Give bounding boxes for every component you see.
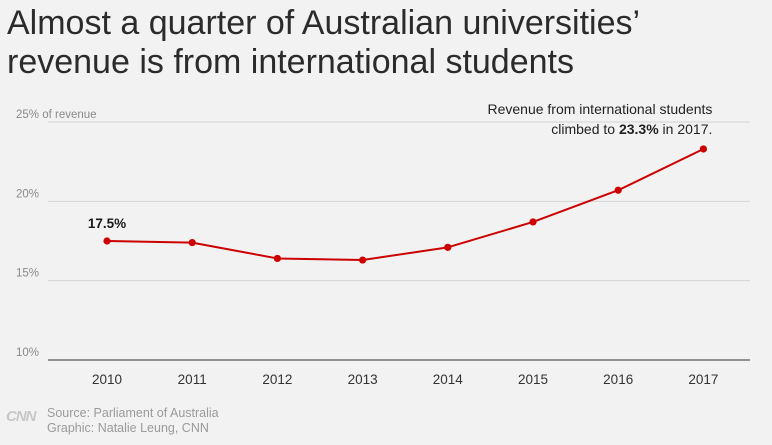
grid-layer: [48, 121, 750, 361]
tick-layer: 25% of revenue 20% 15% 10% 2010 2011 2012 2013 2…: [16, 109, 718, 387]
data-point: [444, 243, 452, 251]
annotation-layer: 17.5% Revenue from international students…: [88, 101, 713, 231]
y-tick-label: 20%: [16, 188, 39, 200]
y-tick-label: 25% of revenue: [16, 109, 97, 121]
x-tick-label: 2011: [178, 372, 207, 387]
x-tick-label: 2010: [92, 372, 122, 387]
series-layer: [103, 145, 708, 264]
data-point: [359, 256, 367, 264]
data-point: [614, 186, 622, 194]
data-point: [188, 238, 196, 247]
chart-title-line-2: revenue is from international students: [7, 43, 574, 81]
x-tick-label: 2015: [518, 372, 548, 387]
data-point: [103, 237, 111, 245]
x-tick-label: 2016: [603, 372, 633, 387]
start-value-label: 17.5%: [88, 216, 126, 231]
x-tick-label: 2013: [348, 372, 378, 387]
data-point: [699, 145, 708, 153]
chart-title: Almost a quarter of Australian universit…: [7, 4, 767, 82]
y-tick-label: 15%: [16, 268, 39, 280]
credit-note: Graphic: Natalie Leung, CNN: [47, 421, 209, 435]
end-note-line-2: climbed to 23.3% in 2017.: [551, 121, 712, 137]
data-point: [529, 218, 537, 226]
source-note: Source: Parliament of Australia: [47, 406, 219, 420]
x-tick-label: 2014: [433, 372, 464, 387]
cnn-logo: CNN: [6, 408, 36, 425]
chart-title-line-1: Almost a quarter of Australian universit…: [7, 4, 641, 42]
end-note-line-1: Revenue from international students: [487, 101, 712, 117]
data-point: [273, 254, 281, 263]
x-tick-label: 2017: [688, 372, 718, 387]
y-tick-label: 10%: [16, 347, 39, 359]
x-tick-label: 2012: [262, 372, 292, 387]
series-line: [106, 148, 704, 262]
